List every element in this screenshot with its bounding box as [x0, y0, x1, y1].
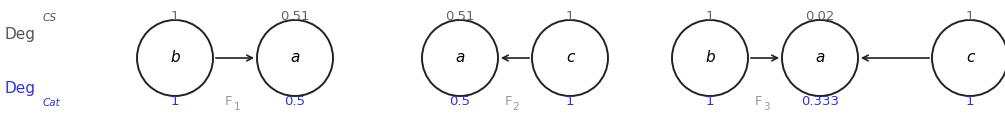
- Text: 1: 1: [566, 10, 574, 23]
- Text: 0.51: 0.51: [445, 10, 474, 23]
- Circle shape: [422, 20, 498, 96]
- Circle shape: [932, 20, 1005, 96]
- Text: a: a: [290, 51, 299, 66]
- Text: 0.02: 0.02: [805, 10, 835, 23]
- Circle shape: [257, 20, 333, 96]
- Circle shape: [782, 20, 858, 96]
- Text: Cat: Cat: [43, 98, 60, 108]
- Text: 2: 2: [513, 102, 520, 112]
- Circle shape: [672, 20, 748, 96]
- Text: CS: CS: [43, 13, 57, 23]
- Text: c: c: [566, 51, 574, 66]
- Text: 1: 1: [171, 10, 179, 23]
- Text: Deg: Deg: [5, 80, 36, 95]
- Text: 1: 1: [706, 95, 715, 108]
- Text: b: b: [170, 51, 180, 66]
- Text: 1: 1: [966, 10, 974, 23]
- Text: 1: 1: [706, 10, 715, 23]
- Text: 1: 1: [171, 95, 179, 108]
- Text: F: F: [505, 95, 512, 108]
- Text: 0.333: 0.333: [801, 95, 839, 108]
- Text: 0.5: 0.5: [449, 95, 470, 108]
- Text: 1: 1: [234, 102, 240, 112]
- Text: 0.5: 0.5: [284, 95, 306, 108]
- Text: F: F: [754, 95, 762, 108]
- Text: 0.51: 0.51: [280, 10, 310, 23]
- Text: 3: 3: [763, 102, 769, 112]
- Circle shape: [532, 20, 608, 96]
- Text: a: a: [815, 51, 825, 66]
- Text: a: a: [455, 51, 464, 66]
- Text: c: c: [966, 51, 974, 66]
- Text: 1: 1: [966, 95, 974, 108]
- Text: 1: 1: [566, 95, 574, 108]
- Circle shape: [137, 20, 213, 96]
- Text: b: b: [706, 51, 715, 66]
- Text: Deg: Deg: [5, 28, 36, 43]
- Text: F: F: [225, 95, 233, 108]
